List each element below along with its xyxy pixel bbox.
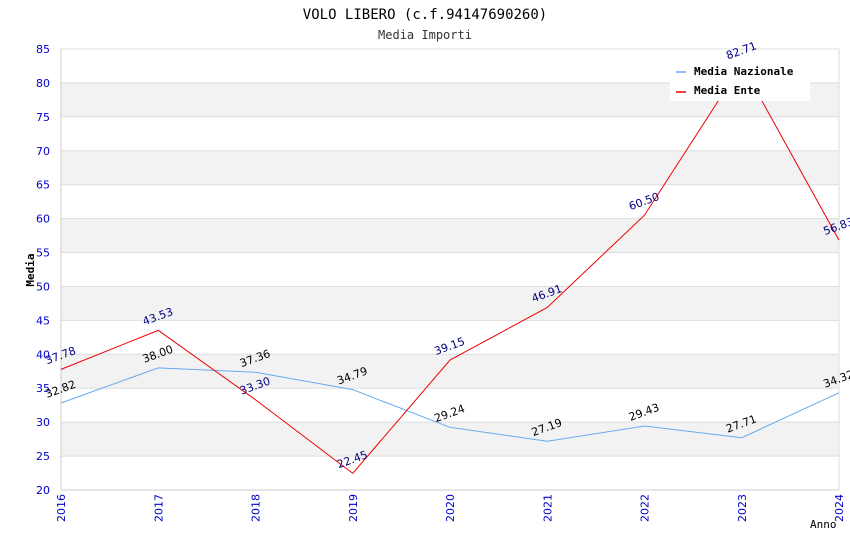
- y-axis-label: Media: [24, 253, 37, 286]
- y-tick-label: 60: [36, 213, 50, 226]
- series-lines: [60, 63, 840, 475]
- grid-band: [61, 150, 839, 185]
- y-tick-label: 80: [36, 77, 50, 90]
- grid-lines: [61, 48, 839, 491]
- legend-label-media-ente: Media Ente: [694, 84, 761, 97]
- x-tick-label: 2021: [541, 494, 554, 522]
- axes: [60, 49, 840, 491]
- x-tick-label: 2016: [55, 494, 68, 522]
- y-tick-label: 25: [36, 450, 50, 463]
- series-line-media-ente: [60, 63, 840, 475]
- y-tick-label: 35: [36, 382, 50, 395]
- x-tick-label: 2020: [444, 494, 457, 522]
- y-tick-label: 85: [36, 43, 50, 56]
- legend: Media Nazionale Media Ente: [670, 60, 810, 101]
- x-tick-label: 2023: [736, 494, 749, 522]
- y-tick-label: 50: [36, 280, 50, 293]
- y-tick-label: 40: [36, 348, 50, 361]
- grid-bands: [61, 82, 839, 457]
- x-tick-label: 2018: [250, 494, 263, 522]
- x-tick-label: 2019: [347, 494, 360, 522]
- x-tick-label: 2024: [833, 494, 846, 522]
- data-label-media-ente: 82.71: [724, 39, 758, 62]
- data-label-media-ente: 60.50: [627, 190, 661, 213]
- series-line-media-nazionale: [60, 367, 840, 442]
- y-tick-label: 70: [36, 145, 50, 158]
- y-tick-label: 55: [36, 247, 50, 260]
- x-axis-label: Anno: [810, 518, 837, 531]
- grid-band: [61, 218, 839, 253]
- y-tick-label: 65: [36, 179, 50, 192]
- y-tick-label: 30: [36, 416, 50, 429]
- grid-band: [61, 286, 839, 321]
- y-tick-labels: 20 25 30 35 40 45 50 55 60 65 70 75 80 85: [36, 43, 50, 497]
- grid-band: [61, 354, 839, 389]
- legend-label-media-nazionale: Media Nazionale: [694, 65, 794, 78]
- x-tick-label: 2022: [639, 494, 652, 522]
- y-tick-label: 75: [36, 111, 50, 124]
- x-tick-label: 2017: [152, 494, 165, 522]
- y-tick-label: 45: [36, 314, 50, 327]
- legend-box: [670, 60, 810, 101]
- chart-title: VOLO LIBERO (c.f.94147690260): [303, 7, 547, 23]
- y-tick-label: 20: [36, 484, 50, 497]
- chart-subtitle: Media Importi: [378, 28, 472, 42]
- data-label-media-nazionale: 29.43: [627, 401, 661, 424]
- x-tick-labels: 2016 2017 2018 2019 2020 2021 2022 2023 2024: [55, 494, 846, 522]
